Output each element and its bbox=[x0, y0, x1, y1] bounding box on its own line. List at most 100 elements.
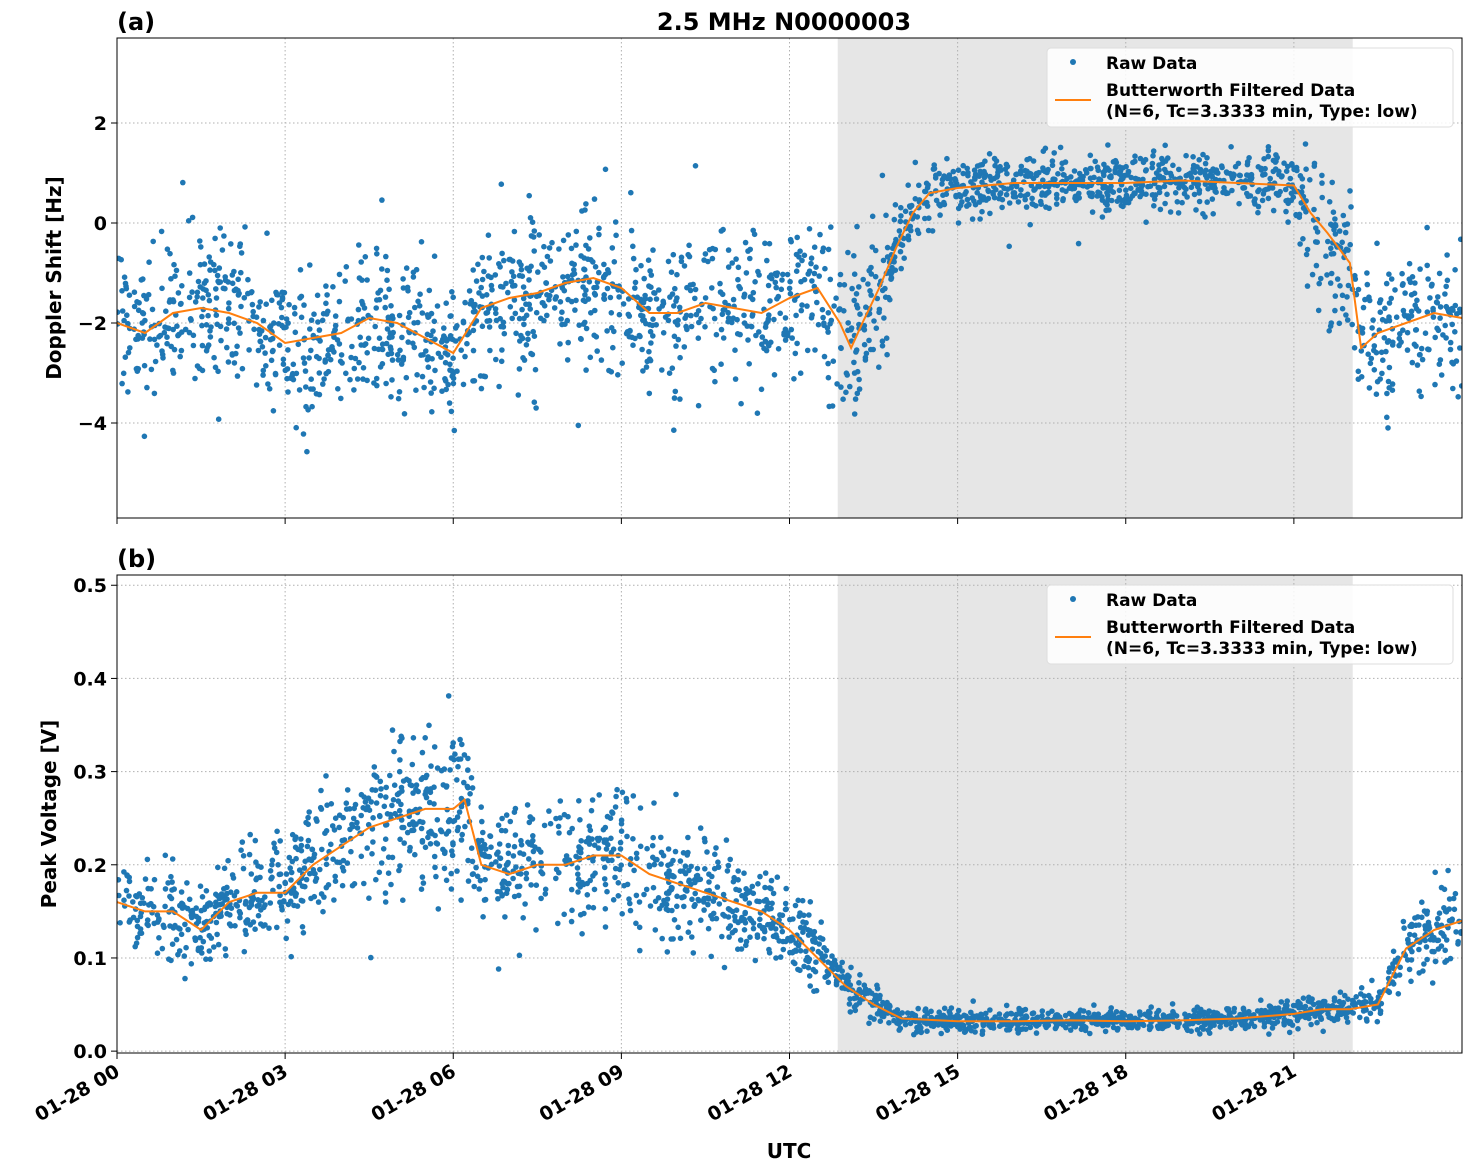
raw-point bbox=[601, 292, 607, 298]
raw-point bbox=[761, 935, 767, 942]
raw-point bbox=[203, 956, 209, 962]
raw-point bbox=[719, 291, 726, 298]
raw-point bbox=[1270, 157, 1277, 164]
raw-point bbox=[634, 855, 640, 862]
raw-point bbox=[774, 296, 780, 302]
raw-point bbox=[565, 339, 571, 346]
raw-point bbox=[674, 903, 680, 910]
raw-point bbox=[415, 788, 422, 795]
raw-point bbox=[796, 913, 802, 919]
raw-point bbox=[507, 304, 514, 310]
raw-point bbox=[990, 1025, 997, 1031]
raw-point bbox=[141, 362, 148, 369]
raw-point bbox=[614, 786, 620, 793]
raw-point bbox=[511, 893, 518, 900]
raw-point bbox=[1323, 253, 1329, 259]
raw-point bbox=[154, 950, 161, 956]
raw-point bbox=[1102, 200, 1109, 206]
raw-point bbox=[677, 396, 683, 402]
raw-point bbox=[1018, 163, 1025, 170]
raw-point bbox=[1399, 270, 1405, 277]
raw-point bbox=[1381, 335, 1388, 341]
raw-point bbox=[577, 817, 583, 823]
raw-point bbox=[718, 326, 725, 333]
raw-point bbox=[1320, 1028, 1326, 1035]
raw-point bbox=[356, 242, 362, 248]
raw-point bbox=[1150, 153, 1156, 159]
raw-point bbox=[1105, 1022, 1111, 1028]
raw-point bbox=[1164, 191, 1170, 198]
raw-point bbox=[1324, 272, 1330, 278]
raw-point bbox=[1155, 184, 1161, 191]
raw-point bbox=[1125, 199, 1132, 206]
raw-point bbox=[383, 380, 389, 387]
raw-point bbox=[180, 179, 186, 186]
raw-point bbox=[659, 367, 665, 373]
raw-point bbox=[711, 315, 718, 322]
raw-point bbox=[1050, 176, 1056, 182]
raw-point bbox=[283, 871, 290, 877]
raw-point bbox=[1218, 1013, 1225, 1019]
raw-point bbox=[397, 863, 403, 869]
raw-point bbox=[460, 381, 467, 388]
raw-point bbox=[1112, 157, 1119, 164]
raw-point bbox=[308, 317, 315, 324]
raw-point bbox=[628, 189, 634, 196]
raw-point bbox=[659, 935, 665, 942]
raw-point bbox=[208, 935, 215, 941]
raw-point bbox=[470, 327, 477, 334]
raw-point bbox=[892, 202, 899, 208]
raw-point bbox=[189, 214, 196, 221]
raw-point bbox=[459, 741, 465, 748]
raw-point bbox=[442, 376, 448, 382]
raw-point bbox=[1443, 909, 1450, 915]
raw-point bbox=[1128, 185, 1134, 192]
raw-point bbox=[203, 348, 210, 354]
raw-point bbox=[1384, 414, 1390, 421]
raw-point bbox=[1293, 212, 1300, 219]
raw-point bbox=[1212, 188, 1218, 195]
raw-point bbox=[837, 281, 843, 288]
raw-point bbox=[1356, 999, 1362, 1005]
raw-point bbox=[876, 364, 882, 371]
raw-point bbox=[922, 215, 928, 222]
raw-point bbox=[1039, 1008, 1046, 1014]
raw-point bbox=[1201, 169, 1207, 175]
raw-point bbox=[151, 876, 158, 883]
raw-point bbox=[134, 893, 140, 900]
raw-point bbox=[825, 329, 831, 335]
raw-point bbox=[1029, 195, 1035, 202]
raw-point bbox=[601, 864, 608, 871]
raw-point bbox=[1445, 306, 1451, 312]
raw-point bbox=[584, 892, 591, 898]
raw-point bbox=[615, 880, 622, 886]
raw-point bbox=[806, 973, 813, 979]
raw-point bbox=[134, 299, 140, 305]
raw-point bbox=[502, 914, 508, 920]
raw-point bbox=[476, 290, 482, 296]
raw-point bbox=[396, 867, 402, 874]
raw-point bbox=[170, 326, 176, 333]
raw-point bbox=[428, 390, 435, 396]
raw-point bbox=[356, 359, 362, 366]
raw-point bbox=[861, 341, 868, 348]
raw-point bbox=[964, 196, 971, 203]
raw-point bbox=[222, 285, 228, 292]
raw-point bbox=[154, 912, 161, 918]
raw-point bbox=[323, 370, 330, 377]
raw-point bbox=[247, 831, 253, 838]
raw-point bbox=[741, 927, 748, 933]
raw-point bbox=[266, 386, 273, 392]
raw-point bbox=[743, 891, 749, 897]
raw-point bbox=[879, 1012, 885, 1018]
raw-point bbox=[364, 277, 370, 283]
raw-point bbox=[1407, 279, 1414, 286]
raw-point bbox=[273, 849, 280, 856]
raw-point bbox=[332, 878, 339, 884]
raw-point bbox=[299, 924, 306, 930]
raw-point bbox=[263, 363, 269, 369]
raw-point bbox=[1400, 918, 1407, 925]
raw-point bbox=[526, 301, 532, 308]
raw-point bbox=[1202, 181, 1209, 187]
raw-point bbox=[868, 271, 875, 277]
